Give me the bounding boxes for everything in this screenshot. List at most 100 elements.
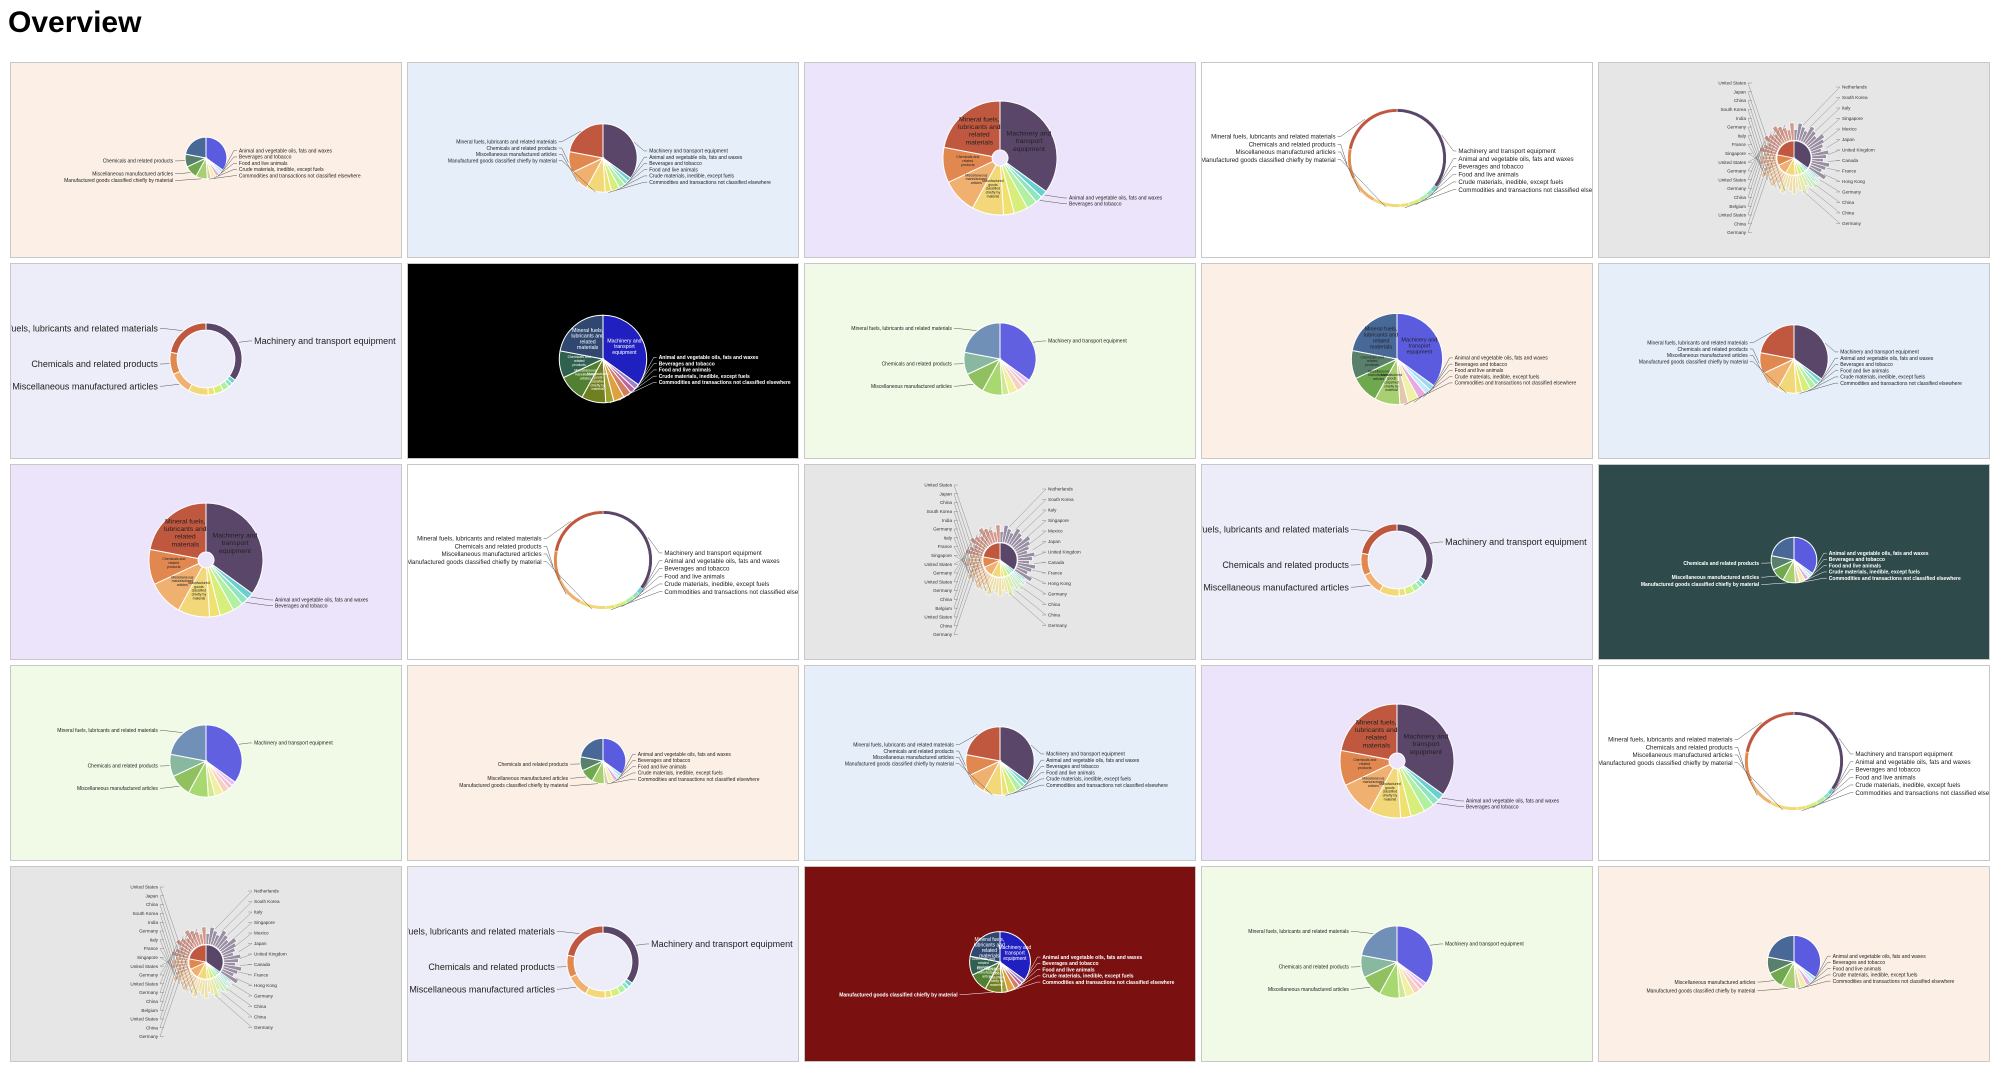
pie-slice[interactable] bbox=[557, 579, 582, 604]
pie-slice[interactable] bbox=[1793, 140, 1812, 169]
sunburst-segment[interactable] bbox=[201, 926, 207, 945]
pie-slice[interactable] bbox=[1363, 571, 1384, 593]
pie-slice[interactable] bbox=[1396, 703, 1455, 796]
pie-slice[interactable] bbox=[1396, 523, 1434, 582]
leader-line bbox=[637, 357, 657, 388]
pie-slice[interactable] bbox=[999, 322, 1037, 381]
chart-tile[interactable]: Machinery and transport equipment Mineral… bbox=[1201, 464, 1593, 660]
pie-slice[interactable] bbox=[205, 944, 224, 973]
pie-slice[interactable] bbox=[602, 925, 640, 984]
leader-line bbox=[570, 783, 598, 786]
pie-slice[interactable] bbox=[569, 973, 590, 995]
pie-slice[interactable] bbox=[205, 322, 243, 381]
sunburst-segment[interactable] bbox=[995, 524, 1001, 543]
pie-slice[interactable] bbox=[568, 123, 604, 159]
pie-slice[interactable] bbox=[1396, 925, 1434, 984]
pie-slice[interactable] bbox=[554, 510, 604, 552]
chart-tile[interactable]: Animal and vegetable oils, fats and waxe… bbox=[804, 62, 1196, 258]
pie-slice[interactable] bbox=[1805, 800, 1819, 810]
pie-slice[interactable] bbox=[1396, 108, 1447, 188]
chart-tile[interactable]: Machinery and transport equipment Animal … bbox=[1598, 263, 1990, 459]
pie-slice[interactable] bbox=[566, 925, 604, 958]
chart-tile[interactable]: Machinery and transport equipment Animal … bbox=[1201, 62, 1593, 258]
chart-tile[interactable]: Animal and vegetable oils, fats and waxe… bbox=[407, 263, 799, 459]
chart-tile[interactable]: Machinery and transport equipment Mineral… bbox=[10, 665, 402, 861]
chart-tile[interactable]: Animal and vegetable oils, fats and waxe… bbox=[10, 464, 402, 660]
pie-slice[interactable] bbox=[969, 931, 1001, 963]
pie-slice[interactable] bbox=[184, 136, 207, 159]
pie-slice[interactable] bbox=[999, 100, 1058, 193]
pie-slice[interactable] bbox=[1771, 536, 1795, 561]
pie-slice[interactable] bbox=[1769, 800, 1798, 811]
chart-tile[interactable]: Machinery and transport equipment Animal … bbox=[407, 464, 799, 660]
pie-slice[interactable] bbox=[205, 502, 264, 595]
pie-slice[interactable] bbox=[982, 542, 1001, 561]
chart-tile[interactable]: Machinery and transport equipment Animal … bbox=[804, 665, 1196, 861]
chart-tile[interactable]: United States Japan China South Korea India G… bbox=[10, 866, 402, 1062]
chart-tile[interactable]: Animal and vegetable oils, fats and waxe… bbox=[1598, 464, 1990, 660]
chart-tile[interactable]: Machinery and transport equipment Animal … bbox=[1598, 665, 1990, 861]
pie-slice[interactable] bbox=[965, 726, 1001, 762]
pie-slice[interactable] bbox=[1360, 552, 1372, 577]
chart-tile[interactable]: Machinery and transport equipment Animal … bbox=[407, 62, 799, 258]
chart-tile[interactable]: Animal and vegetable oils, fats and waxe… bbox=[1201, 665, 1593, 861]
leader-line bbox=[626, 163, 648, 184]
pie-slice[interactable] bbox=[1351, 312, 1398, 360]
pie-slice[interactable] bbox=[1748, 780, 1773, 805]
pie-slice[interactable] bbox=[1398, 587, 1407, 597]
pie-slice[interactable] bbox=[943, 100, 1001, 158]
pie-slice[interactable] bbox=[1360, 523, 1398, 556]
pie-slice[interactable] bbox=[963, 322, 1001, 360]
chart-tile[interactable]: Animal and vegetable oils, fats and waxe… bbox=[804, 866, 1196, 1062]
pie-slice[interactable] bbox=[207, 386, 216, 396]
pie-slice[interactable] bbox=[604, 989, 613, 999]
pie-slice[interactable] bbox=[169, 351, 181, 376]
pie-slice[interactable] bbox=[205, 724, 243, 783]
pie-slice[interactable] bbox=[1745, 711, 1795, 753]
pie-slice[interactable] bbox=[172, 370, 193, 392]
pie-slice[interactable] bbox=[1776, 140, 1795, 159]
pie-slice[interactable] bbox=[1372, 197, 1401, 208]
pie-slice[interactable] bbox=[188, 944, 207, 963]
pie-slice[interactable] bbox=[614, 599, 628, 609]
chart-tile[interactable]: United States Japan China South Korea India G… bbox=[1598, 62, 1990, 258]
leader-line bbox=[1814, 955, 1831, 980]
pie-slice[interactable] bbox=[999, 542, 1018, 571]
pie-slice[interactable] bbox=[602, 314, 648, 386]
country-label: China bbox=[940, 597, 952, 602]
pie-slice[interactable] bbox=[602, 510, 653, 590]
pie-slice[interactable] bbox=[169, 724, 207, 762]
leader-line bbox=[213, 169, 237, 179]
sunburst-segment[interactable] bbox=[1789, 122, 1795, 141]
pie-slice[interactable] bbox=[1408, 197, 1422, 207]
chart-tile[interactable]: Animal and vegetable oils, fats and waxe… bbox=[10, 62, 402, 258]
chart-tile[interactable]: Animal and vegetable oils, fats and waxe… bbox=[1201, 263, 1593, 459]
pie-slice[interactable] bbox=[602, 123, 638, 179]
pie-slice[interactable] bbox=[566, 954, 578, 979]
chart-tile[interactable]: Animal and vegetable oils, fats and waxe… bbox=[1598, 866, 1990, 1062]
pie-slice[interactable] bbox=[1348, 108, 1398, 150]
pie-slice[interactable] bbox=[578, 599, 607, 610]
pie-slice[interactable] bbox=[1351, 177, 1376, 202]
pie-slice[interactable] bbox=[1767, 934, 1795, 963]
pie-slice[interactable] bbox=[1360, 925, 1398, 963]
pie-slice[interactable] bbox=[169, 322, 207, 355]
pie-slice[interactable] bbox=[149, 502, 207, 560]
pie-slice[interactable] bbox=[1793, 711, 1844, 791]
pie-slice[interactable] bbox=[1759, 324, 1795, 360]
chart-tile[interactable]: Animal and vegetable oils, fats and waxe… bbox=[407, 665, 799, 861]
chart-tile[interactable]: Machinery and transport equipment Mineral… bbox=[10, 263, 402, 459]
country-label: Hong Kong bbox=[1048, 581, 1071, 586]
chart-tile[interactable]: Machinery and transport equipment Mineral… bbox=[1201, 866, 1593, 1062]
slice-label: Mineral fuels, lubricants and related ma… bbox=[1202, 525, 1349, 535]
pie-slice[interactable] bbox=[580, 737, 604, 762]
chart-tile[interactable]: Machinery and transport equipment Mineral… bbox=[407, 866, 799, 1062]
chart-tile[interactable]: United States Japan China South Korea India G… bbox=[804, 464, 1196, 660]
pie-slice[interactable] bbox=[1340, 703, 1398, 761]
pie-slice[interactable] bbox=[1793, 324, 1829, 380]
slice-label: Miscellaneous manufactured articles bbox=[442, 551, 542, 558]
chart-tile[interactable]: Machinery and transport equipment Mineral… bbox=[804, 263, 1196, 459]
pie-slice[interactable] bbox=[559, 314, 604, 360]
pie-slice[interactable] bbox=[999, 726, 1035, 782]
pie-slice[interactable] bbox=[1396, 312, 1444, 387]
